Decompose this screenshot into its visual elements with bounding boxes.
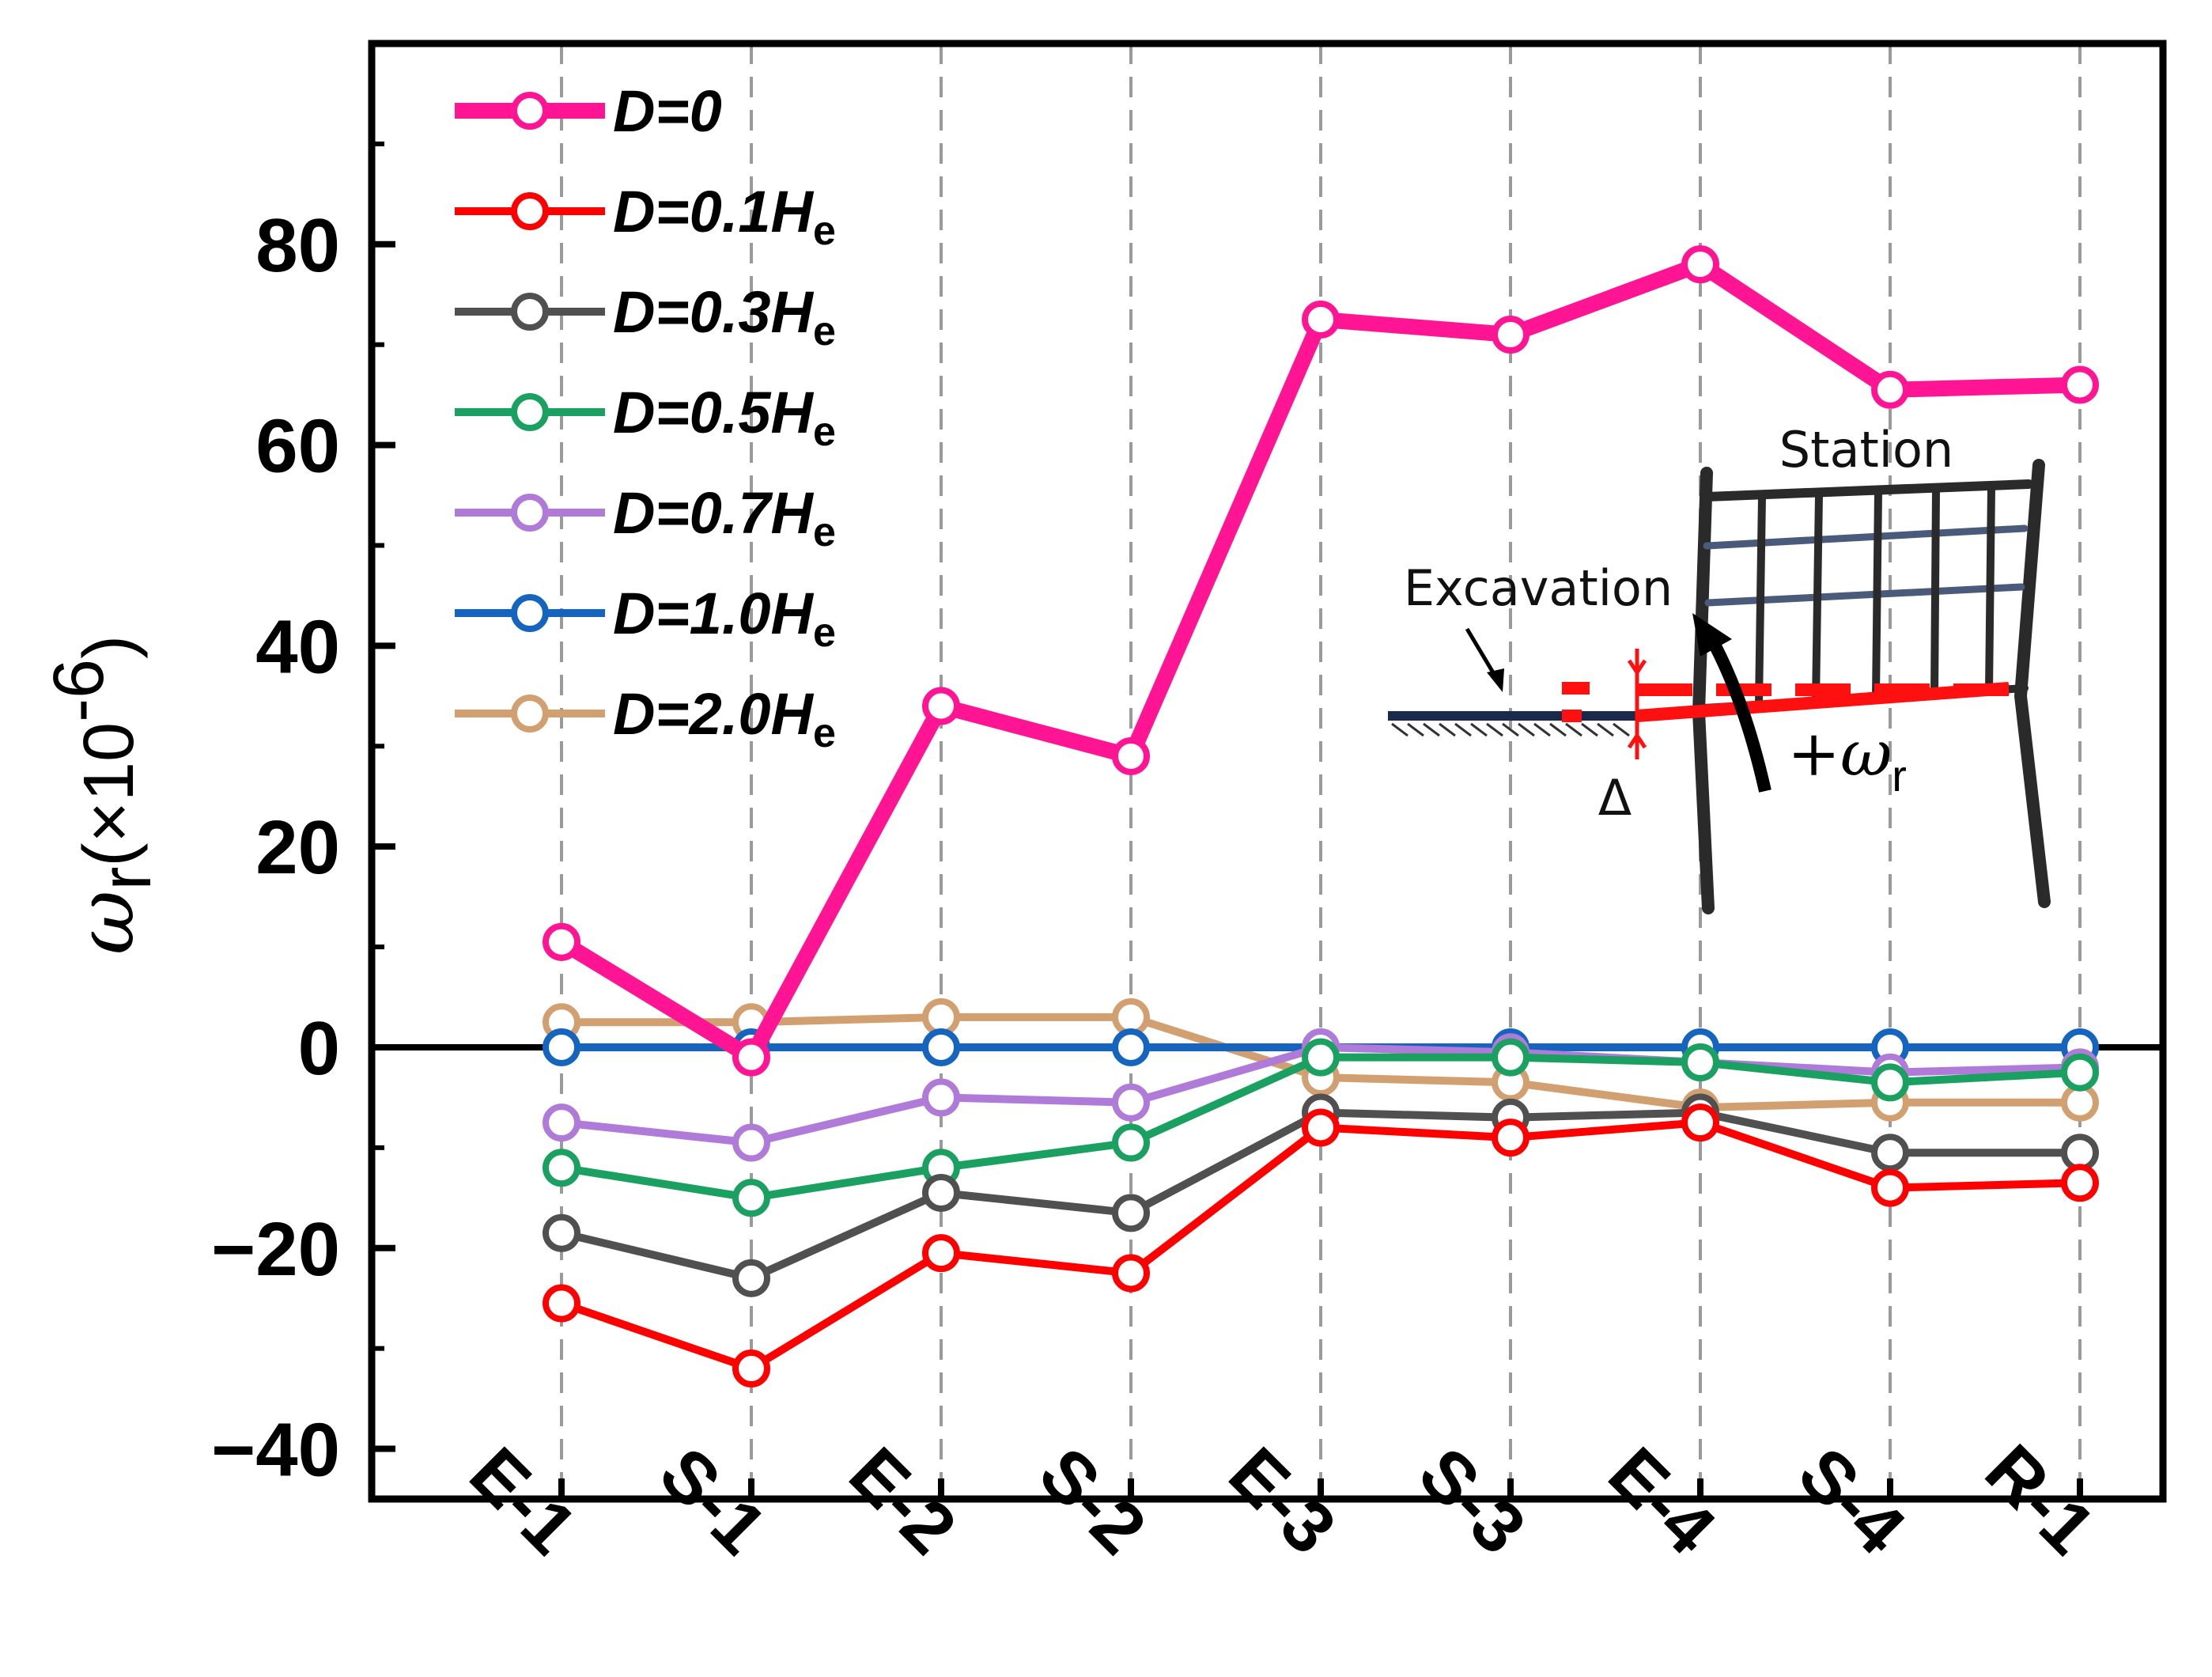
xtick-label-S-2: S-2	[1024, 1433, 1161, 1569]
point-D=2.0He-S-2	[1112, 997, 1150, 1036]
point-D=0-S-1	[732, 1038, 770, 1077]
ytick-label: 0	[298, 1006, 340, 1091]
inset-diagram: Station Excavation Δ +ωr	[1388, 421, 2051, 914]
point-D=1.0He-E-1	[543, 1028, 580, 1066]
ytick-label: 20	[255, 805, 340, 890]
point-D=0.1He-R-1	[2061, 1164, 2099, 1202]
point-D=0.1He-E-3	[1302, 1108, 1340, 1147]
point-D=0.5He-R-1	[2061, 1053, 2099, 1092]
point-D=0.3He-S-1	[732, 1259, 770, 1297]
y-label-scale: (×10	[70, 722, 149, 867]
ytick-label: 60	[255, 404, 340, 489]
point-D=0.3He-S-4	[1871, 1134, 1909, 1172]
point-D=0.7He-S-2	[1112, 1083, 1150, 1122]
point-D=0.1He-S-1	[732, 1350, 770, 1388]
ytick-label: 80	[255, 203, 340, 288]
ytick-label: −40	[211, 1408, 340, 1493]
delta-marker	[1627, 649, 1647, 759]
legend-label-D=2.0He: D=2.0He	[613, 681, 836, 756]
point-D=0.1He-S-4	[1871, 1168, 1909, 1207]
xtick-label-S-3: S-3	[1404, 1433, 1541, 1569]
y-axis: −40 −20 0 20 40 60 80	[211, 141, 395, 1493]
series-layer	[543, 245, 2099, 1388]
point-D=0-S-4	[1871, 370, 1909, 409]
y-axis-label: ωr(×10-6)	[40, 635, 166, 955]
point-D=2.0He-E-2	[922, 997, 960, 1036]
xtick-label-R-1: R-1	[1970, 1429, 2110, 1569]
point-D=0.5He-E-3	[1302, 1038, 1340, 1077]
point-D=0.5He-E-1	[543, 1149, 580, 1187]
point-D=0.5He-S-3	[1492, 1038, 1529, 1077]
station-frame	[1692, 459, 2051, 914]
point-D=0.1He-S-2	[1112, 1254, 1150, 1293]
point-D=0-R-1	[2061, 365, 2099, 404]
point-D=0-E-4	[1681, 245, 1719, 284]
point-D=0-S-2	[1112, 736, 1150, 775]
point-D=2.0He-R-1	[2061, 1083, 2099, 1122]
ytick-label: −20	[211, 1207, 340, 1292]
legend-marker-D=2.0He	[511, 695, 549, 733]
excavation-label: Excavation	[1404, 559, 1673, 617]
y-label-exponent: -6	[40, 659, 119, 722]
point-D=0.5He-S-2	[1112, 1123, 1150, 1162]
point-D=0.3He-E-1	[543, 1213, 580, 1252]
point-D=0.3He-E-2	[922, 1173, 960, 1212]
excavation-arrow-head	[1487, 668, 1504, 692]
point-D=0.3He-R-1	[2061, 1134, 2099, 1172]
point-D=1.0He-E-2	[922, 1028, 960, 1066]
point-D=0.7He-E-2	[922, 1078, 960, 1117]
omega-label: +ωr	[1787, 717, 1907, 801]
station-label: Station	[1779, 421, 1953, 479]
legend-marker-D=0	[511, 92, 549, 130]
legend-marker-D=0.1He	[511, 192, 549, 230]
point-D=0.5He-S-4	[1871, 1063, 1909, 1102]
xtick-label-S-1: S-1	[645, 1433, 781, 1569]
point-D=0-E-3	[1302, 300, 1340, 339]
point-D=1.0He-S-2	[1112, 1028, 1150, 1066]
legend-marker-D=0.3He	[511, 293, 549, 331]
ground-hatch	[1391, 722, 1630, 737]
omega-prefix: +ω	[1787, 717, 1892, 790]
legend-label-D=0.1He: D=0.1He	[613, 179, 836, 254]
point-D=0.1He-E-1	[543, 1284, 580, 1323]
rotation-arrow-head	[1692, 613, 1732, 657]
legend-marker-D=1.0He	[511, 594, 549, 632]
ytick-label: 40	[255, 604, 340, 689]
point-D=0.5He-S-1	[732, 1179, 770, 1217]
legend-label-D=0: D=0	[613, 78, 722, 144]
xtick-label-E-2: E-2	[834, 1433, 971, 1569]
point-D=0.1He-S-3	[1492, 1119, 1529, 1157]
xtick-label-E-4: E-4	[1594, 1433, 1730, 1569]
point-D=0-S-3	[1492, 316, 1529, 354]
point-D=0.5He-E-4	[1681, 1043, 1719, 1081]
legend-label-D=0.3He: D=0.3He	[613, 279, 836, 354]
point-D=0.1He-E-2	[922, 1234, 960, 1273]
legend-label-D=0.7He: D=0.7He	[613, 480, 836, 555]
legend-marker-D=0.5He	[511, 393, 549, 431]
point-D=0.7He-S-1	[732, 1123, 770, 1162]
point-D=0-E-1	[543, 922, 580, 961]
point-D=0.1He-E-4	[1681, 1103, 1719, 1142]
legend: D=0 D=0.1He D=0.3He D=0.5He D=0.7He D=1.0He D=…	[455, 78, 836, 756]
y-label-symbol: ω	[59, 891, 152, 956]
y-label-close: )	[70, 635, 149, 659]
x-axis: E-1 S-1 E-2 S-2 E-3 S-3 E-4 S-4 R-1	[455, 1429, 2110, 1569]
plot-frame	[368, 40, 2167, 1503]
xtick-label-S-4: S-4	[1783, 1433, 1920, 1569]
xtick-label-E-1: E-1	[455, 1433, 592, 1569]
rotation-indicator	[1562, 682, 2010, 722]
rotation-arrow	[1703, 630, 1771, 793]
delta-label: Δ	[1598, 769, 1632, 827]
legend-marker-D=0.7He	[511, 494, 549, 532]
point-D=0.7He-E-1	[543, 1103, 580, 1142]
legend-label-D=0.5He: D=0.5He	[613, 380, 836, 455]
point-D=0.3He-S-2	[1112, 1194, 1150, 1232]
point-D=0-E-2	[922, 687, 960, 725]
y-label-subscript: r	[87, 867, 166, 891]
xtick-label-E-3: E-3	[1214, 1433, 1351, 1569]
legend-label-D=1.0He: D=1.0He	[613, 581, 836, 656]
omega-subscript: r	[1892, 751, 1907, 801]
